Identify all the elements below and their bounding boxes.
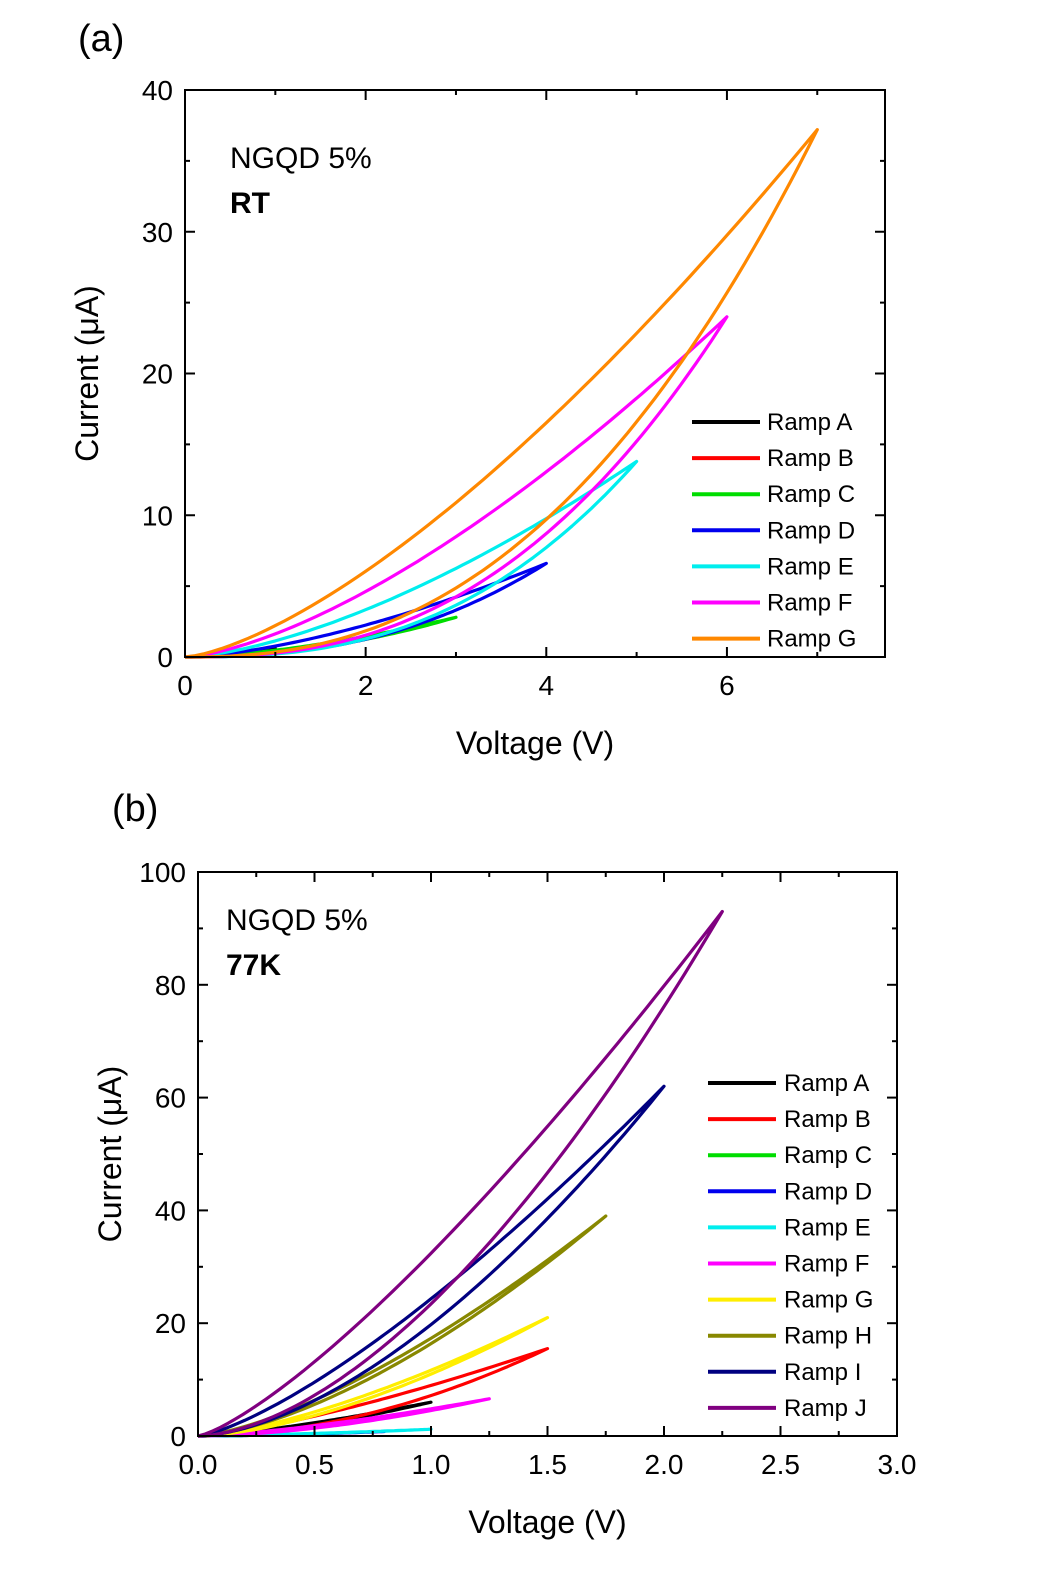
y-tick-label: 0 — [157, 642, 173, 673]
x-tick-label: 3.0 — [878, 1449, 917, 1480]
legend-label: Ramp I — [784, 1359, 861, 1386]
x-tick-label: 1.5 — [528, 1449, 567, 1480]
series-line-ramp-g — [197, 1316, 550, 1438]
x-tick-label: 2 — [358, 670, 374, 701]
legend-label: Ramp B — [784, 1106, 871, 1133]
y-tick-label: 100 — [139, 857, 186, 888]
y-tick-label: 20 — [155, 1308, 186, 1339]
x-tick-label: 6 — [719, 670, 735, 701]
x-tick-label: 1.0 — [412, 1449, 451, 1480]
sample-annotation: NGQD 5% — [230, 142, 372, 175]
legend-label: Ramp D — [767, 517, 855, 544]
legend-label: Ramp G — [784, 1287, 873, 1314]
x-tick-label: 4 — [539, 670, 555, 701]
series-line-ramp-i — [197, 1084, 666, 1438]
legend-label: Ramp F — [784, 1251, 869, 1278]
x-tick-label: 0.0 — [179, 1449, 218, 1480]
panel-b-label: (b) — [112, 788, 159, 830]
legend-label: Ramp A — [784, 1070, 869, 1097]
legend-label: Ramp E — [767, 553, 854, 580]
series-line-ramp-f — [184, 315, 729, 659]
x-tick-label: 0.5 — [295, 1449, 334, 1480]
y-axis-title: Current (μA) — [92, 1066, 128, 1243]
x-tick-label: 0 — [177, 670, 193, 701]
series-line-ramp-j — [197, 909, 724, 1438]
legend-label: Ramp G — [767, 626, 856, 653]
x-axis-title: Voltage (V) — [456, 725, 614, 761]
y-tick-label: 40 — [142, 75, 173, 106]
x-tick-label: 2.5 — [761, 1449, 800, 1480]
series-line-ramp-f — [197, 1397, 491, 1438]
legend-label: Ramp C — [784, 1142, 872, 1169]
legend: Ramp A Ramp B Ramp C Ramp D Ramp E Ramp F Ramp… — [708, 1070, 873, 1422]
panel-a-label: (a) — [78, 18, 125, 60]
legend-label: Ramp J — [784, 1395, 867, 1422]
y-tick-label: 60 — [155, 1083, 186, 1114]
y-axis-title: Current (μA) — [69, 285, 105, 462]
y-tick-label: 40 — [155, 1195, 186, 1226]
y-tick-label: 10 — [142, 500, 173, 531]
condition-annotation: RT — [230, 187, 270, 220]
legend-label: Ramp B — [767, 445, 854, 472]
chart-panel-a: 0 2 4 6 0 10 20 30 40 Voltage (V) Current (μA) NGQD… — [69, 75, 886, 761]
legend-label: Ramp E — [784, 1214, 871, 1241]
y-tick-label: 30 — [142, 217, 173, 248]
legend-label: Ramp A — [767, 409, 852, 436]
y-tick-label: 20 — [142, 359, 173, 390]
x-axis-title: Voltage (V) — [468, 1504, 626, 1540]
series-line-ramp-e — [184, 459, 639, 659]
legend: Ramp A Ramp B Ramp C Ramp D Ramp E Ramp F Ramp… — [692, 409, 856, 653]
legend-label: Ramp F — [767, 590, 852, 617]
y-tick-label: 80 — [155, 970, 186, 1001]
curves-b — [197, 909, 724, 1438]
curves-a — [184, 128, 819, 659]
legend-label: Ramp C — [767, 481, 855, 508]
legend-label: Ramp D — [784, 1178, 872, 1205]
condition-annotation: 77K — [226, 949, 281, 982]
y-tick-label: 0 — [170, 1421, 186, 1452]
x-tick-label: 2.0 — [645, 1449, 684, 1480]
series-line-ramp-g — [184, 128, 819, 659]
sample-annotation: NGQD 5% — [226, 904, 368, 937]
chart-panel-b: 0.0 0.5 1.0 1.5 2.0 2.5 3.0 0 20 40 60 80 100 Voltage… — [92, 857, 916, 1540]
legend-label: Ramp H — [784, 1323, 872, 1350]
